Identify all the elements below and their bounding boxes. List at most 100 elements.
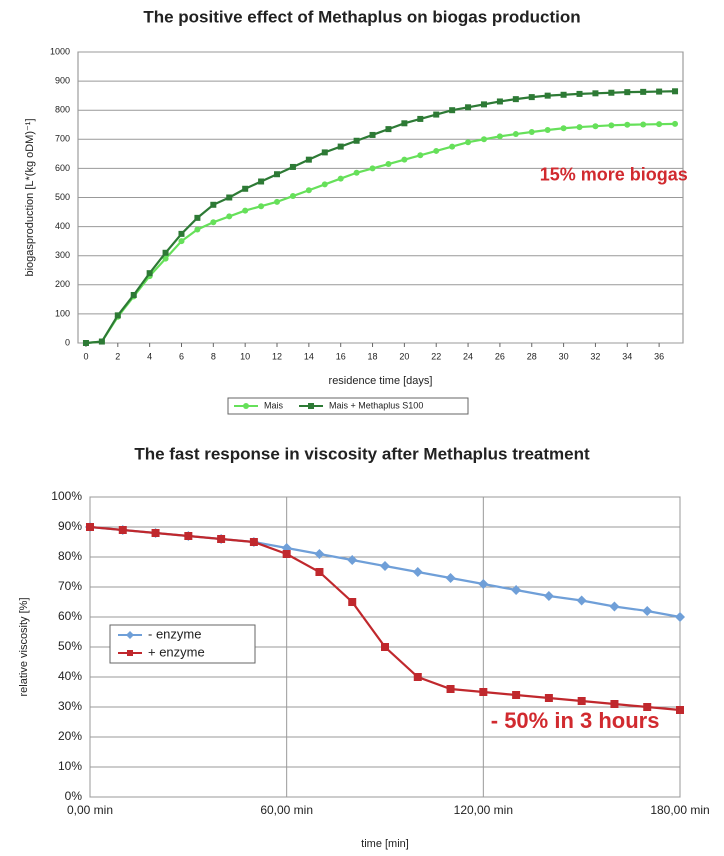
legend-box bbox=[109, 624, 256, 664]
x-tick-label: 12 bbox=[272, 351, 282, 361]
marker bbox=[369, 131, 376, 138]
marker bbox=[217, 535, 226, 543]
legend-label: - enzyme bbox=[148, 626, 201, 641]
x-tick-label: 180,00 min bbox=[650, 803, 709, 817]
x-tick-label: 18 bbox=[368, 351, 378, 361]
y-tick-label: 10% bbox=[58, 759, 82, 773]
x-tick-label: 16 bbox=[336, 351, 346, 361]
marker bbox=[543, 591, 554, 601]
marker bbox=[672, 88, 679, 95]
marker bbox=[337, 143, 344, 150]
y-tick-label: 0 bbox=[65, 337, 70, 347]
y-axis-label: relative viscosity [%] bbox=[18, 597, 30, 696]
x-tick-label: 22 bbox=[431, 351, 441, 361]
marker bbox=[417, 115, 424, 122]
x-tick-label: 28 bbox=[527, 351, 537, 361]
marker bbox=[446, 685, 455, 693]
y-tick-label: 800 bbox=[55, 105, 70, 115]
marker bbox=[433, 111, 440, 118]
marker bbox=[381, 643, 389, 651]
marker bbox=[560, 91, 567, 98]
marker bbox=[478, 579, 489, 589]
y-tick-label: 600 bbox=[55, 163, 70, 173]
y-tick-label: 400 bbox=[55, 221, 70, 231]
marker bbox=[480, 101, 487, 108]
series-line bbox=[89, 525, 681, 712]
x-tick-label: 36 bbox=[654, 351, 664, 361]
marker bbox=[86, 523, 94, 531]
series-line bbox=[89, 525, 681, 619]
marker bbox=[347, 555, 358, 565]
y-tick-label: 80% bbox=[58, 549, 82, 563]
marker bbox=[178, 238, 185, 245]
marker bbox=[544, 694, 553, 702]
marker bbox=[433, 147, 440, 154]
x-axis-label: residence time [days] bbox=[329, 375, 433, 387]
marker bbox=[676, 706, 684, 714]
marker bbox=[465, 139, 472, 146]
marker bbox=[162, 255, 169, 262]
marker bbox=[162, 249, 169, 256]
marker bbox=[274, 171, 281, 178]
marker bbox=[146, 270, 153, 277]
x-tick-label: 0,00 min bbox=[67, 803, 113, 817]
y-tick-label: 100 bbox=[55, 308, 70, 318]
series-line bbox=[85, 122, 676, 345]
marker bbox=[592, 90, 599, 97]
marker bbox=[127, 650, 133, 656]
y-tick-label: 30% bbox=[58, 699, 82, 713]
marker bbox=[577, 697, 586, 705]
marker bbox=[401, 156, 408, 163]
marker bbox=[243, 403, 249, 409]
marker bbox=[289, 163, 296, 170]
marker bbox=[321, 149, 328, 156]
marker bbox=[672, 120, 679, 127]
marker bbox=[412, 567, 423, 577]
marker bbox=[480, 136, 487, 143]
marker bbox=[560, 125, 567, 132]
y-tick-label: 900 bbox=[55, 75, 70, 85]
y-tick-label: 20% bbox=[58, 729, 82, 743]
y-tick-label: 0% bbox=[65, 789, 83, 803]
x-tick-label: 4 bbox=[147, 351, 152, 361]
y-tick-label: 100% bbox=[51, 489, 82, 503]
marker bbox=[210, 201, 217, 208]
y-tick-label: 60% bbox=[58, 609, 82, 623]
marker bbox=[576, 595, 587, 606]
chart: The positive effect of Methaplus on biog… bbox=[24, 7, 688, 415]
marker bbox=[337, 175, 344, 182]
marker bbox=[413, 673, 422, 681]
marker bbox=[609, 601, 620, 612]
marker bbox=[642, 606, 653, 616]
marker bbox=[624, 89, 631, 96]
marker bbox=[385, 161, 392, 168]
marker bbox=[98, 338, 105, 345]
marker bbox=[512, 96, 519, 103]
legend-label: Mais bbox=[264, 400, 284, 410]
marker bbox=[380, 561, 390, 571]
x-tick-label: 20 bbox=[399, 351, 409, 361]
marker bbox=[151, 529, 160, 537]
marker bbox=[314, 549, 325, 559]
legend-label: + enzyme bbox=[148, 644, 205, 659]
y-tick-label: 70% bbox=[58, 579, 82, 593]
legend-box bbox=[227, 397, 469, 415]
marker bbox=[512, 691, 521, 699]
marker bbox=[305, 156, 312, 163]
marker bbox=[308, 403, 315, 409]
marker bbox=[353, 137, 360, 144]
marker bbox=[576, 90, 583, 97]
marker bbox=[417, 152, 424, 159]
marker bbox=[226, 213, 233, 220]
series-line bbox=[85, 90, 676, 345]
x-tick-label: 32 bbox=[590, 351, 600, 361]
x-tick-label: 0 bbox=[83, 351, 88, 361]
marker bbox=[512, 131, 519, 138]
marker bbox=[353, 169, 360, 176]
x-tick-label: 60,00 min bbox=[260, 803, 313, 817]
marker bbox=[242, 185, 249, 192]
chart-title: The positive effect of Methaplus on biog… bbox=[143, 7, 580, 26]
y-axis-label: biogasproduction [L*(kg oDM)⁻¹] bbox=[24, 118, 36, 276]
y-tick-label: 500 bbox=[55, 192, 70, 202]
